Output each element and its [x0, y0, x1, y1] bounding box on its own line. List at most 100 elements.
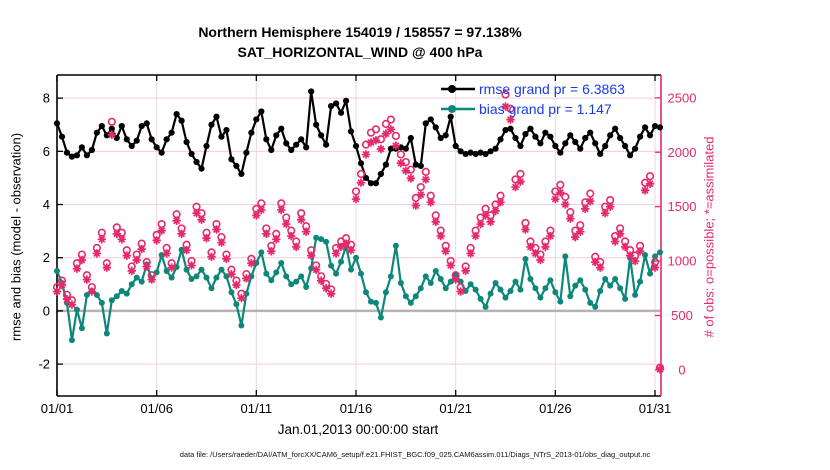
- rmse-marker: [223, 126, 230, 134]
- obs-assimilated-marker: [466, 249, 475, 258]
- obs-assimilated-marker: [635, 247, 645, 256]
- rmse-marker: [332, 100, 340, 107]
- rmse-marker: [238, 170, 245, 178]
- obs-assimilated-marker: [371, 136, 381, 145]
- bias-marker: [592, 303, 599, 310]
- bias-marker: [562, 253, 569, 260]
- obs-possible-marker: [97, 228, 106, 237]
- obs-assimilated-marker: [122, 251, 131, 260]
- rmse-marker: [377, 170, 385, 178]
- bias-marker: [298, 273, 305, 280]
- obs-assimilated-marker: [451, 275, 460, 284]
- obs-assimilated-marker: [511, 182, 520, 192]
- obs-assimilated-marker: [217, 238, 226, 247]
- bias-marker: [652, 253, 659, 260]
- left-tick-label: 8: [43, 91, 50, 106]
- bias-marker: [313, 234, 320, 241]
- bias-marker: [193, 273, 200, 280]
- rmse-marker: [651, 122, 659, 130]
- bias-marker: [268, 277, 275, 284]
- obs-assimilated-marker: [152, 236, 161, 245]
- bias-marker: [642, 252, 649, 259]
- bias-marker: [213, 274, 220, 281]
- x-tick-label: 01/11: [241, 401, 273, 416]
- obs-assimilated-marker: [102, 263, 112, 272]
- obs-assimilated-marker: [610, 237, 620, 246]
- bias-marker: [532, 285, 539, 292]
- rmse-marker: [268, 146, 275, 154]
- rmse-marker: [208, 121, 215, 128]
- obs-possible-marker: [257, 199, 266, 208]
- obs-possible-marker: [117, 228, 126, 237]
- obs-assimilated-marker: [321, 284, 331, 293]
- bias-marker: [542, 285, 549, 292]
- obs-assimilated-marker: [82, 275, 92, 284]
- obs-assimilated-marker: [376, 144, 386, 154]
- bias-marker: [637, 278, 644, 285]
- obs-assimilated-marker: [386, 125, 396, 134]
- obs-assimilated-marker: [615, 229, 625, 239]
- obs-possible-marker: [566, 208, 575, 217]
- bias-marker: [607, 282, 614, 289]
- obs-possible-marker: [576, 221, 585, 230]
- rmse-marker: [193, 158, 200, 166]
- rmse-marker: [203, 142, 210, 150]
- obs-assimilated-marker: [97, 235, 107, 244]
- obs-assimilated-marker: [182, 245, 191, 255]
- obs-assimilated-marker: [117, 235, 126, 244]
- obs-assimilated-marker: [212, 225, 221, 234]
- bias-marker: [163, 268, 170, 275]
- rmse-marker: [173, 110, 180, 118]
- obs-assimilated-marker: [481, 211, 490, 220]
- obs-assimilated-marker: [267, 247, 276, 256]
- rmse-marker: [457, 148, 464, 155]
- obs-possible-marker: [406, 165, 415, 174]
- bias-marker: [293, 278, 300, 285]
- rmse-marker: [337, 109, 345, 116]
- obs-possible-marker: [586, 189, 595, 198]
- obs-assimilated-marker: [147, 275, 156, 284]
- rmse-marker: [367, 180, 375, 187]
- obs-assimilated-marker: [292, 242, 301, 252]
- obs-assimilated-marker: [247, 259, 256, 268]
- obs-assimilated-marker: [157, 226, 166, 235]
- obs-possible-marker: [571, 226, 580, 235]
- bias-line: [55, 236, 661, 342]
- bias-marker: [283, 273, 290, 280]
- rmse-marker: [138, 122, 145, 130]
- rmse-marker: [557, 149, 564, 156]
- obs-assimilated-marker: [172, 216, 181, 226]
- bias-marker: [417, 285, 424, 292]
- rmse-marker: [263, 136, 270, 143]
- y-axis-label-left: rmse and bias (model - observation): [8, 132, 24, 342]
- rmse-marker: [437, 134, 444, 142]
- bias-marker: [372, 299, 379, 306]
- bias-marker: [238, 322, 245, 329]
- rmse-marker: [323, 141, 330, 148]
- rmse-marker: [133, 137, 140, 144]
- obs-assimilated-marker: [620, 242, 630, 252]
- bias-marker: [392, 242, 399, 249]
- bias-marker: [582, 286, 589, 293]
- obs-assimilated-marker: [57, 280, 67, 290]
- legend-item-rmse: rmse grand pr = 6.3863: [441, 79, 625, 99]
- obs-assimilated-marker: [411, 201, 421, 210]
- obs-assimilated-marker: [77, 255, 87, 265]
- rmse-marker: [143, 120, 150, 127]
- x-tick-label: 01/01: [41, 401, 74, 416]
- obs-assimilated-marker: [650, 263, 660, 272]
- obs-assimilated-marker: [361, 150, 371, 159]
- obs-assimilated-marker: [491, 206, 500, 216]
- obs-assimilated-marker: [52, 287, 62, 296]
- obs-assimilated-marker: [421, 175, 430, 184]
- left-tick-label: 0: [43, 303, 50, 318]
- rmse-marker: [572, 138, 579, 146]
- rmse-marker: [507, 125, 514, 132]
- obs-assimilated-marker: [72, 264, 82, 273]
- rmse-marker: [188, 150, 195, 158]
- obs-assimilated-marker: [287, 231, 296, 241]
- x-tick-label: 01/21: [439, 401, 472, 416]
- rmse-marker: [357, 160, 365, 167]
- bias-marker: [348, 266, 355, 273]
